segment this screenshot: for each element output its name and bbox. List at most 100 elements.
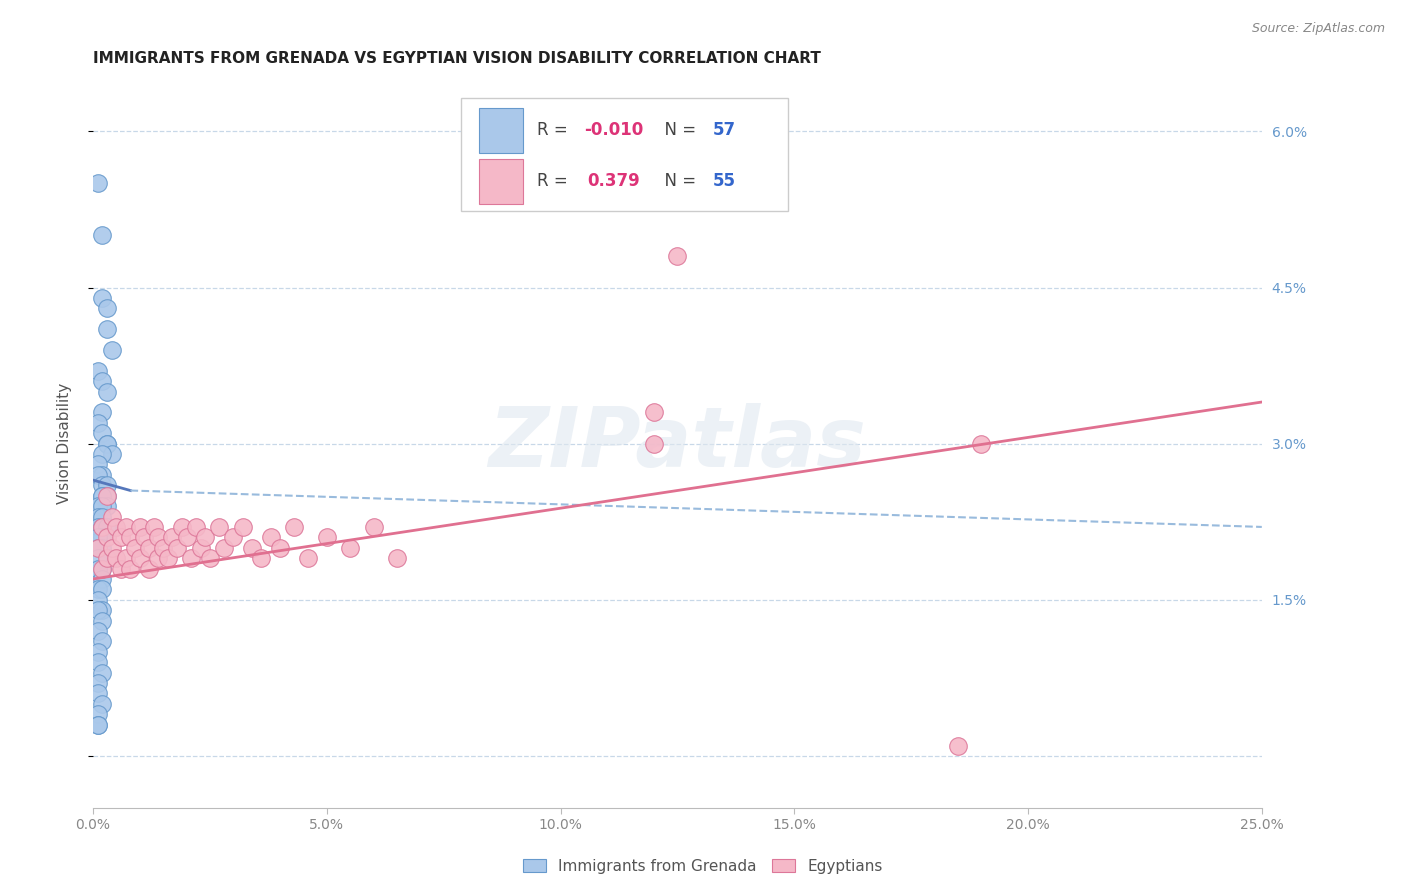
- Point: [100, 509, 122, 524]
- Point: [86, 561, 108, 575]
- Point: [339, 541, 361, 555]
- Text: 55: 55: [713, 172, 735, 190]
- Point: [128, 551, 150, 566]
- Point: [91, 405, 114, 419]
- Point: [86, 364, 108, 378]
- Point: [96, 436, 118, 450]
- Point: [105, 551, 128, 566]
- Point: [91, 447, 114, 461]
- Point: [86, 467, 108, 482]
- Point: [91, 509, 114, 524]
- Point: [96, 489, 118, 503]
- Point: [91, 561, 114, 575]
- Bar: [478, 159, 523, 204]
- Point: [96, 384, 118, 399]
- Point: [250, 551, 273, 566]
- Point: [86, 624, 108, 638]
- Point: [166, 541, 188, 555]
- Point: [86, 717, 108, 731]
- Point: [184, 520, 207, 534]
- Point: [222, 530, 245, 544]
- Point: [86, 707, 108, 722]
- Point: [315, 530, 337, 544]
- Point: [96, 489, 118, 503]
- Text: N =: N =: [654, 121, 702, 139]
- Point: [86, 541, 108, 555]
- Point: [91, 572, 114, 586]
- Point: [86, 551, 108, 566]
- Point: [91, 634, 114, 648]
- Point: [91, 291, 114, 305]
- Point: [385, 551, 408, 566]
- Text: 57: 57: [713, 121, 735, 139]
- Point: [86, 458, 108, 472]
- Point: [100, 447, 122, 461]
- Point: [91, 697, 114, 711]
- Point: [91, 489, 114, 503]
- Point: [96, 520, 118, 534]
- Point: [91, 561, 114, 575]
- Point: [91, 665, 114, 680]
- Text: 0.379: 0.379: [588, 172, 640, 190]
- Point: [91, 582, 114, 597]
- Point: [120, 530, 142, 544]
- Point: [91, 478, 114, 492]
- Point: [86, 520, 108, 534]
- Point: [666, 249, 689, 263]
- Point: [643, 405, 665, 419]
- Point: [970, 436, 993, 450]
- Point: [86, 582, 108, 597]
- Point: [208, 520, 231, 534]
- Point: [297, 551, 319, 566]
- Point: [643, 436, 665, 450]
- Point: [96, 551, 118, 566]
- Point: [86, 717, 108, 731]
- Point: [91, 499, 114, 513]
- Point: [91, 541, 114, 555]
- Point: [180, 551, 202, 566]
- Point: [96, 478, 118, 492]
- Point: [96, 322, 118, 336]
- Point: [91, 603, 114, 617]
- Point: [128, 520, 150, 534]
- Legend: Immigrants from Grenada, Egyptians: Immigrants from Grenada, Egyptians: [517, 853, 889, 880]
- Text: IMMIGRANTS FROM GRENADA VS EGYPTIAN VISION DISABILITY CORRELATION CHART: IMMIGRANTS FROM GRENADA VS EGYPTIAN VISI…: [93, 51, 821, 66]
- Text: R =: R =: [537, 172, 574, 190]
- Point: [86, 686, 108, 700]
- Point: [260, 530, 283, 544]
- Point: [138, 541, 160, 555]
- Point: [91, 530, 114, 544]
- Point: [96, 530, 118, 544]
- Point: [212, 541, 235, 555]
- Point: [86, 509, 108, 524]
- Point: [86, 416, 108, 430]
- Text: -0.010: -0.010: [583, 121, 643, 139]
- Point: [114, 551, 136, 566]
- Point: [110, 530, 132, 544]
- Point: [86, 676, 108, 690]
- Point: [148, 530, 170, 544]
- Point: [86, 530, 108, 544]
- Point: [91, 489, 114, 503]
- Point: [114, 520, 136, 534]
- Point: [91, 467, 114, 482]
- Point: [100, 343, 122, 357]
- Point: [96, 301, 118, 316]
- Text: ZIPatlas: ZIPatlas: [488, 403, 866, 484]
- Point: [176, 530, 198, 544]
- Point: [946, 739, 969, 753]
- Point: [283, 520, 305, 534]
- Point: [156, 551, 179, 566]
- Y-axis label: Vision Disability: Vision Disability: [58, 383, 72, 504]
- Point: [162, 530, 184, 544]
- Bar: [478, 108, 523, 153]
- Text: N =: N =: [654, 172, 702, 190]
- Point: [110, 561, 132, 575]
- Point: [142, 520, 165, 534]
- Point: [86, 603, 108, 617]
- Text: R =: R =: [537, 121, 574, 139]
- Point: [148, 551, 170, 566]
- Point: [190, 541, 212, 555]
- Point: [86, 177, 108, 191]
- Point: [86, 541, 108, 555]
